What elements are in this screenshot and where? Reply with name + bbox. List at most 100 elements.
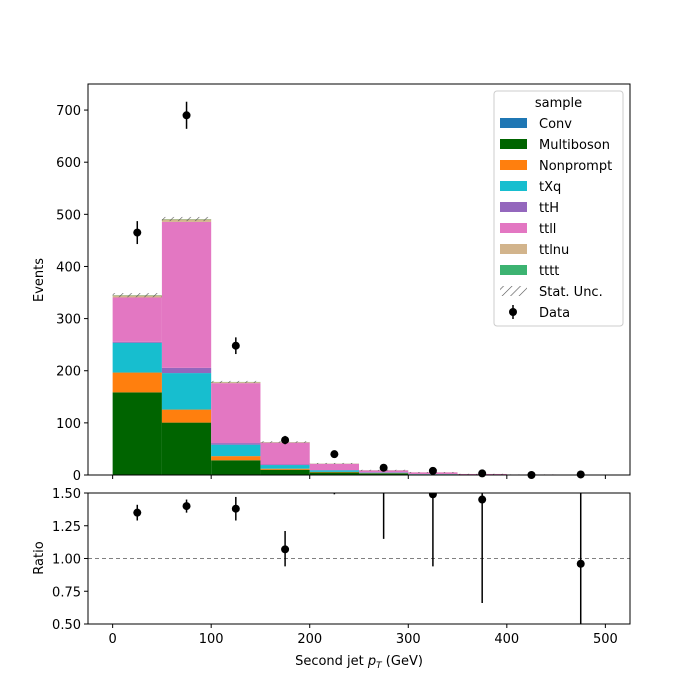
- main-panel: 0 100 200 300 400 500 600 700 Events sample Conv…: [32, 83, 631, 484]
- legend-entry-conv: Conv: [500, 117, 572, 132]
- data-point: [379, 463, 388, 472]
- ratio-y-tick-label: 1.25: [52, 520, 81, 535]
- legend-entry-ttlnu: ttlnu: [500, 243, 569, 258]
- x-tick-label: 100: [199, 632, 224, 647]
- ratio-points: [133, 493, 585, 624]
- ratio-point: [576, 493, 585, 624]
- bar-tth-bin-0: [112, 341, 162, 343]
- legend-entry-tth: ttH: [500, 201, 559, 216]
- data-point: [428, 466, 437, 475]
- bar-ttll-bin-2: [211, 383, 261, 444]
- legend-entry-nonprompt: Nonprompt: [500, 159, 612, 174]
- x-tick-label: 300: [396, 632, 421, 647]
- ratio-point: [478, 493, 487, 604]
- data-point: [231, 337, 240, 355]
- ratio-y-tick-label: 1.00: [52, 553, 81, 568]
- legend-entry-ttll: ttll: [500, 222, 556, 237]
- bar-tth-bin-3: [260, 464, 310, 466]
- bar-multiboson-bin-2: [211, 460, 261, 475]
- bar-txq-bin-5: [359, 472, 409, 474]
- main-x-ticks: [112, 475, 606, 479]
- svg-text:tttt: tttt: [539, 264, 559, 279]
- bar-nonprompt-bin-2: [211, 456, 261, 461]
- bar-txq-bin-0: [112, 342, 162, 373]
- stat-unc-bin-2: [211, 380, 261, 383]
- bar-txq-bin-1: [161, 373, 212, 410]
- legend-entry-stat-unc-: Stat. Unc.: [500, 285, 603, 300]
- data-points: [133, 101, 585, 479]
- bar-multiboson-bin-0: [112, 392, 162, 475]
- ratio-y-ticks: 0.50 0.75 1.00 1.25 1.50: [52, 487, 88, 633]
- data-point: [182, 101, 191, 129]
- ratio-point: [281, 530, 290, 567]
- bar-tth-bin-2: [211, 443, 261, 445]
- bar-ttll-bin-0: [112, 297, 162, 342]
- svg-text:tXq: tXq: [539, 180, 561, 195]
- ratio-axes-frame: [87, 492, 631, 625]
- x-axis-label-p: p: [367, 654, 376, 669]
- ratio-y-tick-label: 0.75: [52, 585, 81, 600]
- ratio-panel: 0.50 0.75 1.00 1.25 1.50 0 100 200 300 400 500 Ra…: [32, 487, 631, 671]
- x-tick-label: 400: [494, 632, 519, 647]
- legend-entry-multiboson: Multiboson: [500, 138, 610, 153]
- svg-text:ttH: ttH: [539, 201, 559, 216]
- x-tick-label: 200: [297, 632, 322, 647]
- svg-text:ttll: ttll: [539, 222, 556, 237]
- data-point: [478, 469, 487, 478]
- stat-unc-bin-4: [309, 462, 359, 464]
- legend-entry-data: Data: [509, 305, 570, 321]
- main-y-axis-label: Events: [32, 258, 47, 302]
- bar-txq-bin-2: [211, 444, 261, 457]
- main-y-ticks: 0 100 200 300 400 500 600 700: [56, 104, 88, 484]
- y-tick-label: 600: [56, 156, 81, 171]
- bar-txq-bin-3: [260, 465, 310, 469]
- legend-entry-tttt: tttt: [500, 264, 559, 279]
- bar-multiboson-bin-3: [260, 469, 310, 475]
- y-tick-label: 500: [56, 208, 81, 223]
- svg-text:Multiboson: Multiboson: [539, 138, 610, 153]
- ratio-point: [182, 499, 191, 513]
- x-axis-label-main: Second jet: [295, 654, 368, 669]
- bar-tth-bin-1: [161, 367, 212, 374]
- data-point: [133, 221, 142, 245]
- legend-title: sample: [535, 96, 582, 111]
- data-point: [576, 470, 585, 479]
- y-tick-label: 200: [56, 365, 81, 380]
- ratio-point: [231, 496, 240, 521]
- ratio-point: [382, 493, 385, 539]
- data-point: [281, 435, 290, 445]
- ratio-y-tick-label: 1.50: [52, 487, 81, 502]
- x-tick-label: 0: [108, 632, 116, 647]
- bar-ttll-bin-4: [309, 463, 359, 471]
- stat-unc-bin-0: [112, 293, 162, 298]
- ratio-y-tick-label: 0.50: [52, 618, 81, 633]
- y-tick-label: 0: [73, 469, 81, 484]
- bar-nonprompt-bin-1: [161, 409, 212, 423]
- bar-nonprompt-bin-4: [309, 471, 359, 473]
- y-tick-label: 300: [56, 313, 81, 328]
- ratio-y-axis-label: Ratio: [32, 541, 47, 574]
- bar-txq-bin-4: [309, 470, 359, 472]
- svg-text:Data: Data: [539, 306, 570, 321]
- svg-text:ttlnu: ttlnu: [539, 243, 569, 258]
- svg-text:Conv: Conv: [539, 117, 572, 132]
- bar-nonprompt-bin-0: [112, 372, 162, 393]
- y-tick-label: 400: [56, 260, 81, 275]
- data-point: [330, 450, 339, 459]
- bar-ttll-bin-3: [260, 442, 310, 465]
- ratio-x-ticks: 0 100 200 300 400 500: [108, 624, 618, 647]
- bar-multiboson-bin-5: [359, 473, 409, 475]
- stat-unc-bin-1: [161, 216, 212, 222]
- x-tick-label: 500: [593, 632, 618, 647]
- ratio-point: [428, 493, 437, 567]
- main-axes-frame: [87, 83, 631, 476]
- legend: sample Conv Multiboson Nonprompt tXq ttH ttll t…: [493, 90, 624, 327]
- bar-nonprompt-bin-3: [260, 468, 310, 470]
- bar-multiboson-bin-4: [309, 472, 359, 475]
- x-axis-label-unit: (GeV): [382, 654, 423, 669]
- bar-multiboson-bin-1: [161, 422, 212, 475]
- y-tick-label: 700: [56, 104, 81, 119]
- legend-entry-txq: tXq: [500, 180, 561, 195]
- x-axis-label-sub: T: [376, 661, 383, 671]
